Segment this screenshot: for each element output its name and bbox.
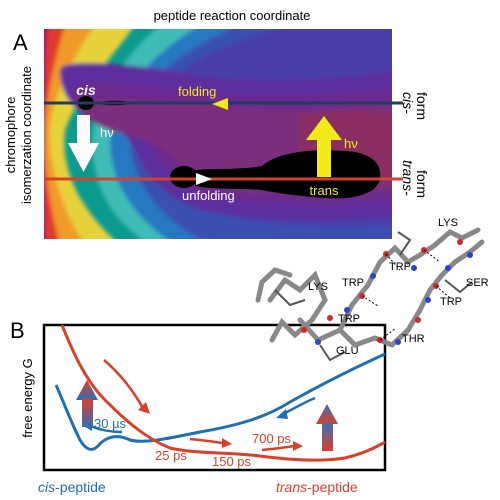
blue-arrow-1 [282, 396, 316, 416]
hv-left-label: hν [100, 125, 114, 140]
red-arrow-2 [189, 437, 223, 445]
panel-b-letter: B [10, 318, 25, 343]
folding-label: folding [178, 84, 216, 99]
red-arrow-1-head [138, 402, 150, 414]
residue-trp-2: TRP [389, 261, 411, 273]
peptide-molecule: LYS TRP TRP LYS SER TRP TRP THR GLU [255, 217, 489, 362]
excitation-arrow-right [316, 404, 338, 451]
trans-form-label-1: trans- [400, 160, 416, 196]
cis-form-label-1: cis- [400, 92, 416, 114]
cis-label: cis [76, 82, 96, 98]
trans-peptide-label: trans-peptide [276, 479, 358, 495]
time-700ps: 700 ps [252, 431, 292, 446]
red-arrow-3-head [293, 441, 303, 451]
trans-label: trans [310, 183, 339, 198]
residue-trp-4: TRP [338, 313, 360, 325]
unfolding-arrowhead [196, 173, 212, 185]
hv-right-label: hν [344, 136, 358, 151]
time-25ps: 25 ps [155, 448, 187, 463]
free-energy-axis-label: free energy G [20, 358, 35, 438]
folding-arrowhead [212, 98, 228, 110]
red-arrow-2-head [222, 438, 232, 448]
x-axis-label: peptide reaction coordinate [154, 8, 311, 23]
red-arrow-3 [261, 444, 295, 452]
excitation-arrow-left [76, 380, 98, 427]
time-30us: 30 µs [94, 416, 127, 431]
residue-lys-top: LYS [438, 217, 458, 229]
red-arrow-1 [103, 359, 146, 411]
time-150ps: 150 ps [212, 454, 252, 469]
residue-trp-3: TRP [440, 296, 462, 308]
y-axis-label-line1: chromophore [3, 97, 18, 174]
panel-a-letter: A [13, 30, 28, 55]
residue-trp-1: TRP [342, 277, 364, 289]
hv-down-arrow [68, 115, 99, 172]
residue-ser: SER [466, 277, 489, 289]
y-axis-label-line2: isomerzation coordinate [19, 66, 34, 204]
cis-peptide-label: cis-peptide [38, 479, 106, 495]
hv-up-arrow [306, 116, 342, 177]
panel-b-frame [42, 323, 387, 472]
residue-thr: THR [402, 333, 425, 345]
unfolding-label: unfolding [182, 188, 235, 203]
blue-arrow-1-head [276, 409, 288, 419]
residue-glu: GLU [336, 345, 359, 357]
residue-lys-left: LYS [308, 281, 328, 293]
trans-form-label-2: form [414, 170, 430, 198]
cis-form-label-2: form [414, 92, 430, 120]
blue-energy-curve [54, 352, 386, 451]
red-energy-curve [60, 324, 386, 462]
energy-landscape-map [44, 29, 392, 239]
